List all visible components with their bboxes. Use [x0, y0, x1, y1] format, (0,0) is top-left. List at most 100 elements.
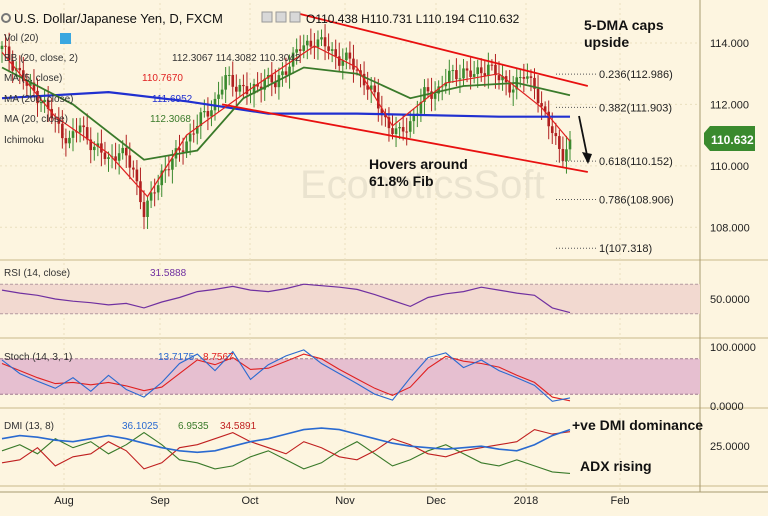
candle-body [171, 158, 174, 170]
candle-body [61, 123, 64, 139]
ma5-value: 110.7670 [142, 73, 183, 84]
candle-body [252, 83, 256, 94]
candle-body [178, 148, 181, 151]
candle-body [398, 127, 401, 129]
candle-body [380, 108, 384, 116]
vol-legend: Vol (20) [4, 33, 38, 44]
candle-body [164, 169, 167, 171]
candle-body [508, 82, 511, 93]
chart-title: U.S. Dollar/Japanese Yen, D, FXCM [14, 11, 223, 26]
channel-upper [292, 11, 589, 87]
candle-body [288, 66, 291, 75]
visibility-icon[interactable] [275, 11, 287, 23]
candle-body [394, 128, 398, 134]
candle-body [554, 133, 558, 137]
stoch-tick-label: 100.0000 [710, 342, 756, 354]
ichimoku-legend[interactable]: Ichimoku [4, 135, 44, 146]
candle-body [0, 45, 4, 50]
candle-series [0, 24, 572, 230]
candle-body [185, 141, 188, 152]
candle-body [352, 58, 355, 70]
stoch-k-line [1, 349, 571, 402]
candle-body [71, 131, 75, 138]
candle-body [316, 39, 320, 48]
candle-body [217, 94, 220, 99]
close-icon[interactable] [289, 11, 301, 23]
candle-body [149, 192, 153, 201]
candle-body [121, 147, 124, 154]
candle-body [89, 139, 93, 151]
candle-body [540, 103, 543, 107]
candle-body [132, 167, 135, 170]
candle-body [483, 73, 487, 76]
candle-body [68, 137, 71, 144]
fib-label: 0.382(111.903) [599, 102, 672, 114]
candle-body [458, 78, 462, 80]
dmi-legend[interactable]: DMI (13, 8) 36.1025 6.9535 34.5891 [4, 421, 257, 432]
dmi-tick-label: 25.0000 [710, 441, 750, 453]
candle-body [82, 125, 85, 128]
y-tick-label: 112.000 [710, 99, 749, 111]
candle-body [227, 74, 231, 76]
candle-body [242, 84, 245, 87]
watermark: EconoticsSoft [300, 163, 545, 207]
fib-label: 0.786(108.906) [599, 194, 674, 206]
candle-body [231, 74, 235, 87]
ma20-label: MA (20, close) [4, 114, 68, 125]
rsi-value: 31.5888 [150, 268, 187, 279]
stoch-d-value: 8.7567 [203, 352, 234, 363]
ma200-legend[interactable]: MA (200, close) 111.6952 [4, 94, 193, 105]
candle-body [210, 110, 213, 117]
price-tag-value: 110.632 [711, 133, 754, 147]
candle-body [50, 108, 53, 119]
annotation-5dma: 5-DMA caps [584, 17, 664, 33]
annotation-adx-rising: ADX rising [580, 458, 652, 474]
candle-body [444, 82, 448, 87]
candle-body [487, 64, 490, 76]
y-tick-label: 114.000 [710, 38, 749, 50]
candle-body [348, 52, 352, 59]
ma5-legend[interactable]: MA (5, close) 110.7670 [4, 73, 183, 84]
candle-body [327, 46, 330, 51]
x-tick-label: Oct [241, 495, 258, 507]
candle-body [281, 71, 284, 76]
rsi-legend[interactable]: RSI (14, close) 31.5888 [4, 268, 187, 279]
candle-body [309, 40, 313, 47]
price-tag: 110.632 [704, 126, 755, 151]
candle-body [103, 152, 107, 159]
vol-settings-icon[interactable] [60, 33, 71, 44]
candle-body [462, 68, 465, 79]
fibonacci-levels: 0.236(112.986) 0.382(111.903) 0.618(110.15… [556, 69, 674, 255]
candle-body [85, 127, 89, 140]
candle-body [472, 74, 476, 77]
ma20-legend[interactable]: MA (20, close) 112.3068 [4, 114, 191, 125]
settings-icon[interactable] [261, 11, 273, 23]
candle-body [117, 153, 121, 161]
stoch-legend[interactable]: Stoch (14, 3, 1) 13.7175 8.7567 [4, 352, 234, 363]
candle-body [188, 133, 192, 142]
annotation-upside: upside [584, 34, 629, 50]
candle-body [203, 111, 206, 113]
x-tick-label: 2018 [514, 495, 538, 507]
candle-body [39, 101, 43, 104]
candle-body [142, 202, 146, 217]
dmi-minus-line [1, 431, 571, 474]
candle-body [359, 70, 362, 74]
candle-body [369, 85, 373, 90]
candle-body [124, 147, 128, 156]
candle-body [107, 157, 110, 159]
candle-body [405, 131, 408, 133]
candle-body [529, 76, 533, 78]
candle-body [128, 155, 132, 168]
stoch-tick-label: 0.0000 [710, 401, 744, 413]
candle-body [274, 82, 277, 88]
candle-body [448, 70, 451, 83]
candle-body [522, 77, 526, 79]
candle-body [334, 49, 337, 57]
candle-body [490, 64, 494, 66]
gear-icon[interactable] [1, 13, 11, 23]
candle-body [114, 156, 117, 161]
ma5-label: MA (5, close) [4, 73, 62, 84]
candle-body [192, 133, 195, 135]
